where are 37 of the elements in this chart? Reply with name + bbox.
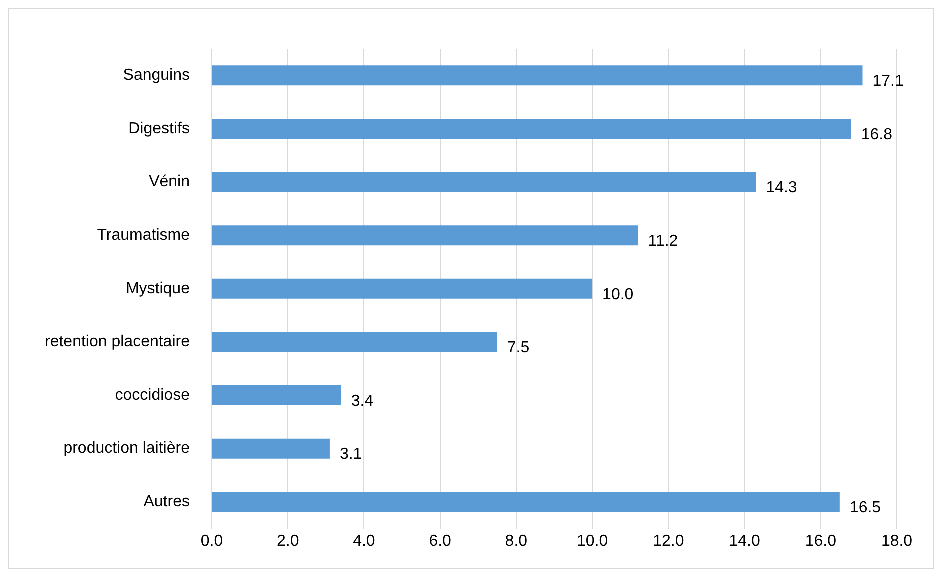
bar <box>212 438 330 459</box>
bar <box>212 66 863 86</box>
bar <box>212 118 852 139</box>
x-tick-label: 10.0 <box>576 532 608 550</box>
x-tick-label: 0.0 <box>200 532 224 550</box>
bar <box>212 226 638 246</box>
x-tick-label: 4.0 <box>353 532 376 550</box>
x-tick-label: 8.0 <box>505 532 528 550</box>
data-label: 14.3 <box>766 180 798 197</box>
y-tick-label: Mystique <box>126 280 190 298</box>
bar <box>212 278 593 299</box>
data-label: 17.1 <box>872 73 904 90</box>
data-label: 10.0 <box>602 286 634 304</box>
data-label: 3.4 <box>351 392 374 410</box>
y-tick-label: coccidiose <box>115 386 190 404</box>
y-tick-label: Digestifs <box>128 120 190 138</box>
x-tick-label: 14.0 <box>729 532 760 550</box>
bar <box>212 332 498 352</box>
bar <box>212 172 756 192</box>
x-tick-label: 18.0 <box>881 532 913 550</box>
data-label: 16.5 <box>850 500 882 517</box>
data-label: 7.5 <box>507 340 530 357</box>
bar <box>212 386 342 406</box>
x-tick-label: 6.0 <box>429 532 452 550</box>
y-tick-label: Sanguins <box>123 67 190 84</box>
x-tick-label: 2.0 <box>276 532 300 550</box>
y-tick-label: retention placentaire <box>45 334 190 351</box>
x-tick-label: 12.0 <box>653 532 684 550</box>
y-tick-label: Vénin <box>149 174 190 191</box>
data-label: 11.2 <box>648 232 678 250</box>
x-tick-label: 16.0 <box>805 532 837 550</box>
y-tick-label: Autres <box>144 494 190 511</box>
y-tick-label: production laitière <box>64 440 190 458</box>
data-label: 16.8 <box>861 126 893 144</box>
data-label: 3.1 <box>340 446 362 464</box>
y-tick-label: Traumatisme <box>97 226 190 244</box>
bar <box>212 492 840 512</box>
